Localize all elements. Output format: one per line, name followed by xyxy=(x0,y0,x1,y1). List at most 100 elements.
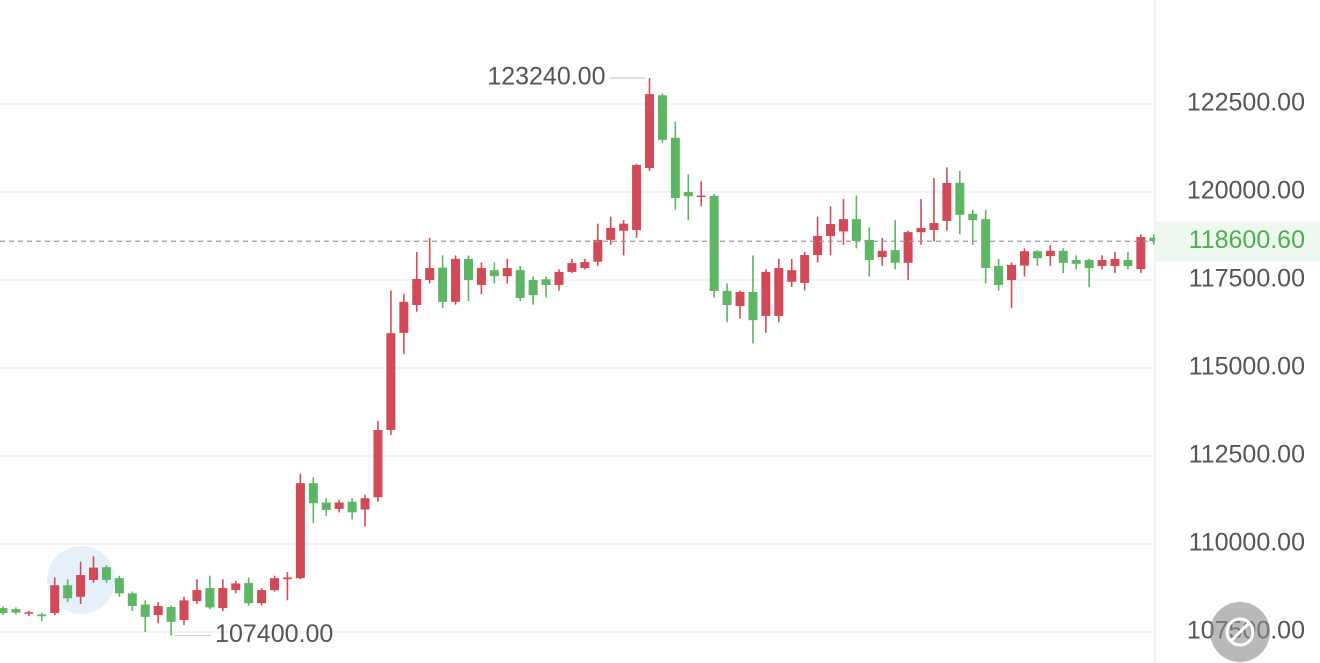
candle-body xyxy=(11,609,21,613)
candle-body xyxy=(425,268,435,281)
candle-body xyxy=(334,502,344,509)
candle-body xyxy=(140,604,150,617)
candle-body xyxy=(489,270,499,277)
plot: 107500.00110000.00112500.00115000.001175… xyxy=(0,63,1320,648)
candle-body xyxy=(554,271,564,285)
candle-body xyxy=(1071,259,1081,264)
candle-body xyxy=(619,223,629,231)
candle-body xyxy=(179,600,189,621)
candle-body xyxy=(774,268,784,316)
candle-body xyxy=(955,182,965,215)
candle-body xyxy=(476,268,486,285)
candle-body xyxy=(787,270,797,282)
y-tick-label: 115000.00 xyxy=(1189,353,1305,381)
candle-body xyxy=(1032,251,1042,259)
candle-body xyxy=(593,239,603,262)
candle-body xyxy=(438,267,448,302)
candle-body xyxy=(696,195,706,198)
candle-body xyxy=(321,502,331,510)
candle-body xyxy=(606,227,616,240)
candle-body xyxy=(24,612,34,614)
candle-body xyxy=(37,614,47,617)
candle-body xyxy=(515,270,525,298)
y-tick-label: 110000.00 xyxy=(1189,529,1305,557)
candle-body xyxy=(153,605,163,616)
candle-body xyxy=(412,278,422,306)
candle-body xyxy=(89,567,99,580)
candle-body xyxy=(567,263,577,272)
candle-body xyxy=(270,578,280,591)
candle-body xyxy=(373,429,383,498)
candle-body xyxy=(386,333,396,430)
candle-body xyxy=(127,593,137,606)
candle-body xyxy=(670,137,680,199)
candle-body xyxy=(864,239,874,260)
candle-body xyxy=(205,588,215,608)
candle-body xyxy=(0,608,8,614)
candle-body xyxy=(101,567,111,580)
candle-body xyxy=(166,607,176,622)
candle-body xyxy=(50,585,60,614)
candle-body xyxy=(76,574,86,597)
candle-body xyxy=(851,219,861,241)
candle-body xyxy=(813,236,823,256)
last-price-box xyxy=(1155,221,1320,262)
candle-body xyxy=(114,578,124,594)
candle-body xyxy=(218,588,228,609)
min-label: 107400.00 xyxy=(215,620,333,648)
candle-body xyxy=(541,279,551,285)
candle-body xyxy=(231,583,241,591)
candle-body xyxy=(1045,250,1055,257)
candle-body xyxy=(1007,264,1017,281)
candle-body xyxy=(735,291,745,307)
candle-body xyxy=(347,501,357,513)
candle-body xyxy=(981,219,991,269)
candle-body xyxy=(451,258,461,302)
y-tick-label: 120000.00 xyxy=(1187,177,1305,205)
candle-body xyxy=(1097,259,1107,266)
candle-body xyxy=(657,95,667,140)
candle-body xyxy=(800,255,810,283)
candle-body xyxy=(360,498,370,510)
close-icon xyxy=(1229,621,1251,643)
y-tick-label: 117500.00 xyxy=(1189,265,1305,293)
candle-body xyxy=(308,483,318,504)
candle-body xyxy=(63,585,73,599)
candle-body xyxy=(683,192,693,197)
candle-body xyxy=(632,164,642,231)
candle-body xyxy=(877,250,887,258)
candle-body xyxy=(1058,250,1068,263)
candle-body xyxy=(1136,237,1146,270)
candle-body xyxy=(1019,251,1029,266)
candle-body xyxy=(929,222,939,231)
close-icon xyxy=(1225,617,1255,647)
candle-body xyxy=(282,577,292,580)
candle-body xyxy=(826,224,836,237)
candle-body xyxy=(1110,258,1120,266)
candle-body xyxy=(722,290,732,306)
candle-body xyxy=(399,301,409,333)
candle-body xyxy=(838,219,848,232)
candle-body xyxy=(1149,237,1159,242)
candle-body xyxy=(192,590,202,602)
candle-body xyxy=(994,265,1004,285)
candle-body xyxy=(463,258,473,281)
close-button[interactable] xyxy=(1210,602,1270,662)
candle-body xyxy=(645,94,654,169)
max-label: 123240.00 xyxy=(487,63,605,91)
candle-body xyxy=(528,280,538,296)
candle-body xyxy=(257,590,267,604)
candle-body xyxy=(1084,259,1094,269)
candle-body xyxy=(580,262,590,269)
candle-body xyxy=(903,232,913,263)
candle-body xyxy=(709,195,719,291)
candle-body xyxy=(916,227,926,233)
candle-body xyxy=(890,250,900,263)
candle-body xyxy=(244,583,254,604)
y-tick-label: 122500.00 xyxy=(1187,89,1305,117)
candle-body xyxy=(968,213,978,221)
candle-body xyxy=(502,268,512,277)
candle-body xyxy=(295,483,305,579)
